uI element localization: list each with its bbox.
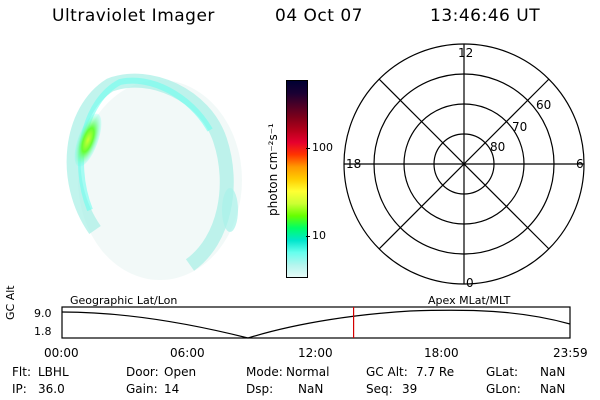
observation-date: 04 Oct 07 bbox=[275, 6, 363, 26]
intensity-colorbar bbox=[286, 80, 308, 278]
timeline-xtick-4: 23:59 bbox=[553, 346, 588, 360]
status-door-label: Door: bbox=[126, 365, 159, 379]
status-gcalt-value: 7.7 Re bbox=[416, 365, 455, 379]
lat-label-60: 60 bbox=[536, 98, 552, 112]
mlt-label-6: 6 bbox=[576, 157, 584, 171]
status-gcalt-label: GC Alt: bbox=[366, 365, 408, 379]
status-mode-label: Mode: bbox=[246, 365, 283, 379]
status-glat-value: NaN bbox=[540, 365, 566, 379]
status-gain-value: 14 bbox=[164, 382, 180, 396]
colorbar-tick-100 bbox=[306, 148, 310, 149]
status-door-value: Open bbox=[164, 365, 197, 379]
timeline-xtick-1: 06:00 bbox=[170, 346, 205, 360]
timeline-ytick-max: 9.0 bbox=[34, 307, 52, 320]
lat-label-80: 80 bbox=[490, 140, 506, 154]
apex-label: Apex MLat/MLT bbox=[428, 294, 511, 307]
mlt-label-18: 18 bbox=[346, 157, 362, 171]
status-ip-label: IP: bbox=[12, 382, 27, 396]
status-dsp-label: Dsp: bbox=[246, 382, 274, 396]
lat-label-70: 70 bbox=[512, 120, 528, 134]
colorbar-label-100: 100 bbox=[312, 141, 333, 154]
status-glon-value: NaN bbox=[540, 382, 566, 396]
timeline-ytick-min: 1.8 bbox=[34, 325, 52, 338]
status-glon-label: GLon: bbox=[486, 382, 521, 396]
timeline-xtick-3: 18:00 bbox=[424, 346, 459, 360]
status-mode-value: Normal bbox=[286, 365, 330, 379]
instrument-title: Ultraviolet Imager bbox=[52, 6, 215, 26]
mlt-label-12: 12 bbox=[458, 46, 474, 60]
timeline-xtick-2: 12:00 bbox=[298, 346, 333, 360]
colorbar-label-10: 10 bbox=[312, 229, 326, 242]
status-ip-value: 36.0 bbox=[38, 382, 65, 396]
status-flt-value: LBHL bbox=[38, 365, 69, 379]
status-seq-value: 39 bbox=[402, 382, 418, 396]
observation-time: 13:46:46 UT bbox=[430, 6, 541, 26]
colorbar-tick-10 bbox=[306, 236, 310, 237]
status-flt-label: Flt: bbox=[12, 365, 31, 379]
timeline-xtick-0: 00:00 bbox=[44, 346, 79, 360]
status-dsp-value: NaN bbox=[298, 382, 324, 396]
status-gain-label: Gain: bbox=[126, 382, 158, 396]
geographic-label: Geographic Lat/Lon bbox=[70, 294, 178, 307]
status-glat-label: GLat: bbox=[486, 365, 519, 379]
mlt-label-0: 0 bbox=[466, 276, 474, 290]
status-seq-label: Seq: bbox=[366, 382, 393, 396]
